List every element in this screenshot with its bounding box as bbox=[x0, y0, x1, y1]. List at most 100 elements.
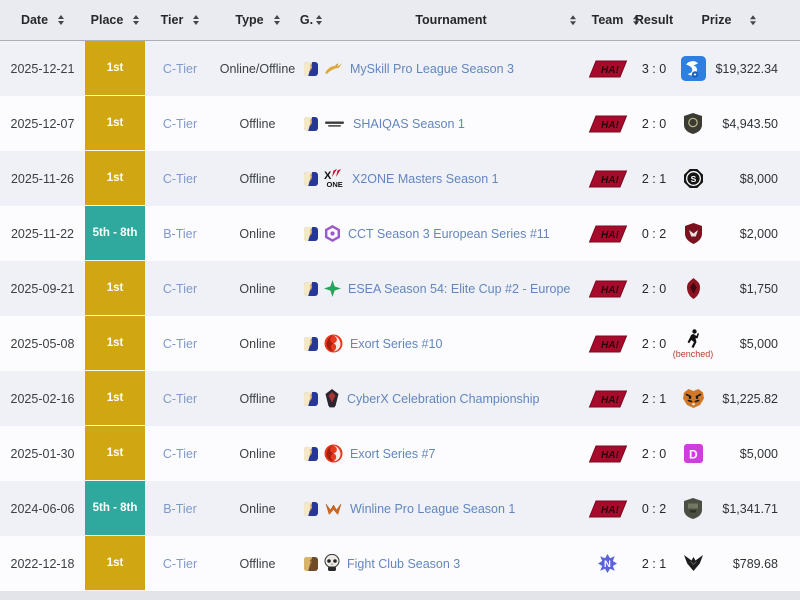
header-result: Result bbox=[635, 0, 673, 40]
tier-link[interactable]: C-Tier bbox=[162, 61, 198, 76]
tier-link[interactable]: B-Tier bbox=[163, 501, 197, 516]
sort-icon[interactable] bbox=[316, 15, 323, 25]
winline-icon[interactable] bbox=[324, 502, 343, 516]
team-cell: HA! bbox=[580, 41, 635, 96]
svg-text:ONE: ONE bbox=[327, 180, 343, 188]
red-parallelogram-team-logo[interactable]: HA! bbox=[588, 390, 628, 408]
red-parallelogram-team-logo[interactable]: HA! bbox=[588, 280, 628, 298]
counter-strike-2-icon[interactable] bbox=[304, 61, 318, 76]
tournament-cell: X ONE X2ONE Masters Season 1 bbox=[322, 151, 580, 206]
blue-star-team-logo[interactable]: N bbox=[598, 554, 617, 573]
dark-shield-logo[interactable] bbox=[684, 113, 702, 134]
red-shield-bird-logo[interactable] bbox=[684, 223, 702, 244]
tournament-link[interactable]: X2ONE Masters Season 1 bbox=[352, 171, 499, 186]
counter-strike-2-icon[interactable] bbox=[304, 171, 318, 186]
exort-icon[interactable] bbox=[324, 444, 343, 463]
tiger-logo[interactable] bbox=[682, 388, 705, 409]
shaiqas-icon[interactable] bbox=[324, 120, 346, 128]
game-cell bbox=[300, 371, 322, 426]
red-parallelogram-team-logo[interactable]: HA! bbox=[588, 225, 628, 243]
svg-text:HA!: HA! bbox=[601, 120, 619, 131]
magenta-d-logo[interactable]: D bbox=[683, 444, 703, 463]
result-score: 0 : 2 bbox=[641, 226, 667, 241]
tournament-link[interactable]: Winline Pro League Season 1 bbox=[350, 501, 516, 516]
counter-strike-2-icon[interactable] bbox=[304, 336, 318, 351]
header-prize[interactable]: Prize bbox=[673, 0, 760, 40]
table-row: 2025-09-21 1st C-Tier Online ESEA Season 54:… bbox=[0, 261, 800, 316]
result-score: 2 : 0 bbox=[641, 446, 667, 461]
svg-text:N: N bbox=[604, 559, 611, 570]
tier-link[interactable]: C-Tier bbox=[162, 336, 198, 351]
header-type[interactable]: Type bbox=[215, 0, 300, 40]
counter-strike-2-icon[interactable] bbox=[304, 116, 318, 131]
place-badge: 1st bbox=[85, 371, 145, 426]
tournament-link[interactable]: SHAIQAS Season 1 bbox=[353, 116, 465, 131]
esea-icon[interactable] bbox=[324, 280, 341, 297]
red-parallelogram-team-logo[interactable]: HA! bbox=[588, 60, 628, 78]
header-game[interactable]: G. bbox=[300, 0, 323, 40]
sort-icon[interactable] bbox=[193, 15, 200, 25]
opponent-cell bbox=[673, 371, 713, 426]
benched-player-icon[interactable] bbox=[685, 328, 702, 349]
tournament-link[interactable]: Fight Club Season 3 bbox=[347, 556, 461, 571]
counter-strike-icon[interactable] bbox=[304, 556, 318, 571]
type-cell: Online bbox=[239, 446, 276, 461]
prize-cell: $2,000 bbox=[739, 226, 778, 241]
cct-icon[interactable] bbox=[324, 225, 341, 242]
sort-icon[interactable] bbox=[273, 15, 280, 25]
opponent-cell bbox=[673, 206, 713, 261]
tier-link[interactable]: C-Tier bbox=[162, 446, 198, 461]
place-badge: 1st bbox=[85, 316, 145, 371]
counter-strike-2-icon[interactable] bbox=[304, 446, 318, 461]
counter-strike-2-icon[interactable] bbox=[304, 501, 318, 516]
tier-link[interactable]: C-Tier bbox=[162, 116, 198, 131]
tournament-link[interactable]: CCT Season 3 European Series #11 bbox=[348, 226, 550, 241]
red-parallelogram-team-logo[interactable]: HA! bbox=[588, 170, 628, 188]
gray-shield-logo[interactable] bbox=[684, 498, 702, 519]
header-place[interactable]: Place bbox=[85, 0, 145, 40]
header-tournament[interactable]: Tournament bbox=[322, 0, 580, 40]
counter-strike-2-icon[interactable] bbox=[304, 226, 318, 241]
tier-link[interactable]: C-Tier bbox=[162, 171, 198, 186]
cyberx-icon[interactable] bbox=[324, 389, 340, 408]
cs-octagon-logo[interactable]: S bbox=[683, 169, 703, 188]
myskill-icon[interactable] bbox=[324, 62, 343, 76]
header-date[interactable]: Date bbox=[0, 0, 85, 40]
red-parallelogram-team-logo[interactable]: HA! bbox=[588, 445, 628, 463]
red-parallelogram-team-logo[interactable]: HA! bbox=[588, 115, 628, 133]
black-wings-logo[interactable] bbox=[683, 554, 704, 573]
tier-link[interactable]: C-Tier bbox=[162, 391, 198, 406]
sort-icon[interactable] bbox=[633, 15, 639, 25]
tier-link[interactable]: B-Tier bbox=[163, 226, 197, 241]
sort-icon[interactable] bbox=[750, 15, 756, 25]
maroon-emblem-logo[interactable] bbox=[685, 278, 702, 299]
red-parallelogram-team-logo[interactable]: HA! bbox=[588, 500, 628, 518]
exort-icon[interactable] bbox=[324, 334, 343, 353]
svg-text:HA!: HA! bbox=[601, 230, 619, 241]
tournament-link[interactable]: Exort Series #7 bbox=[350, 446, 436, 461]
sort-icon[interactable] bbox=[58, 15, 65, 25]
red-parallelogram-team-logo[interactable]: HA! bbox=[588, 335, 628, 353]
sort-icon[interactable] bbox=[133, 15, 140, 25]
date-cell: 2022-12-18 bbox=[10, 556, 75, 571]
tournament-link[interactable]: Exort Series #10 bbox=[350, 336, 443, 351]
tournament-link[interactable]: MySkill Pro League Season 3 bbox=[350, 61, 514, 76]
counter-strike-2-icon[interactable] bbox=[304, 391, 318, 406]
game-cell bbox=[300, 536, 322, 591]
x2one-icon[interactable]: X ONE bbox=[324, 169, 345, 188]
benched-note: (benched) bbox=[672, 348, 714, 359]
tier-link[interactable]: C-Tier bbox=[162, 281, 198, 296]
fightclub-skull-icon[interactable] bbox=[324, 554, 340, 573]
sort-icon[interactable] bbox=[570, 15, 576, 25]
tier-link[interactable]: C-Tier bbox=[162, 556, 198, 571]
table-row: 2025-11-22 5th - 8th B-Tier Online CCT Seaso… bbox=[0, 206, 800, 261]
prize-cell: $8,000 bbox=[739, 171, 778, 186]
counter-strike-2-icon[interactable] bbox=[304, 281, 318, 296]
tournament-link[interactable]: CyberX Celebration Championship bbox=[347, 391, 540, 406]
header-tier[interactable]: Tier bbox=[145, 0, 215, 40]
tournament-link[interactable]: ESEA Season 54: Elite Cup #2 - Europe bbox=[348, 281, 571, 296]
blue-eagle-logo[interactable] bbox=[680, 56, 706, 81]
tournament-cell: ESEA Season 54: Elite Cup #2 - Europe bbox=[322, 261, 580, 316]
table-row: 2025-05-08 1st C-Tier Online Exort Series #1… bbox=[0, 316, 800, 371]
header-team[interactable]: Team bbox=[580, 0, 639, 40]
